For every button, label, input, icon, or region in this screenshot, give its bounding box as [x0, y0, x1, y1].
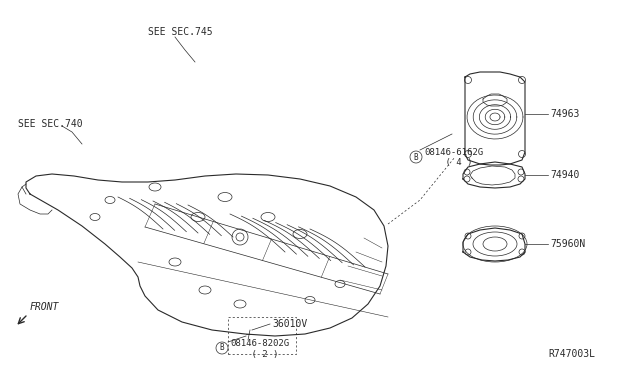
Text: ( 2 ): ( 2 ): [230, 350, 278, 359]
Text: B: B: [220, 343, 224, 353]
Text: 08146-8202G: 08146-8202G: [230, 340, 289, 349]
Text: SEE SEC.740: SEE SEC.740: [18, 119, 83, 129]
Text: SEE SEC.745: SEE SEC.745: [148, 27, 212, 37]
Text: 74940: 74940: [550, 170, 579, 180]
Text: B: B: [413, 153, 419, 161]
Text: 74963: 74963: [550, 109, 579, 119]
Text: 36010V: 36010V: [272, 319, 307, 329]
Text: 08146-6162G: 08146-6162G: [424, 148, 483, 157]
Text: ( 4 ): ( 4 ): [424, 157, 472, 167]
Text: 75960N: 75960N: [550, 239, 585, 249]
Text: R747003L: R747003L: [548, 349, 595, 359]
Text: FRONT: FRONT: [30, 302, 60, 312]
